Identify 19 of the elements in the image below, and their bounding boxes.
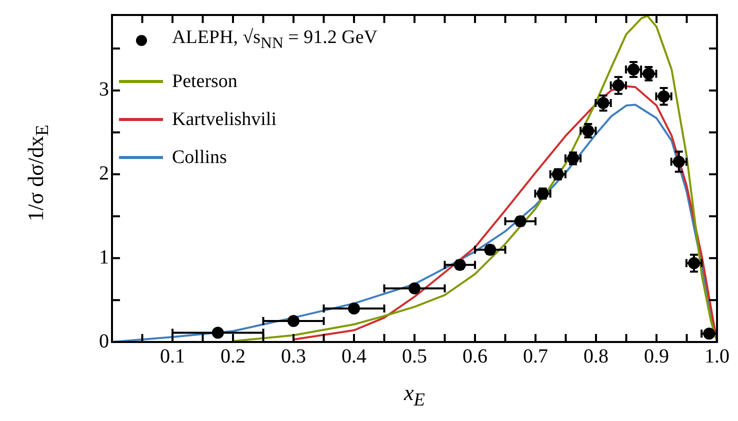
- y-tick-label: 0: [99, 330, 109, 352]
- x-tick-label: 0.3: [281, 345, 306, 368]
- legend-label: Kartvelishvili: [172, 108, 276, 132]
- y-tick-label: 2: [99, 162, 109, 185]
- legend-label: Peterson: [172, 70, 238, 94]
- x-tick-label: 0.9: [644, 345, 669, 368]
- y-tick-label: 3: [99, 78, 109, 101]
- x-tick-label: 0.7: [523, 345, 548, 368]
- x-tick-label: 0.1: [160, 345, 185, 368]
- y-tick-label: 1: [99, 246, 109, 268]
- x-tick-label: 0.8: [584, 345, 608, 368]
- x-axis-title: x$_{E}$: [402, 380, 426, 410]
- x-tick-label: 1.0: [704, 345, 730, 368]
- legend-label: Collins: [172, 146, 227, 170]
- legend-label: ALEPH, √s$_{NN}$ = 91.2 GeV: [172, 26, 378, 54]
- x-tick-label: 0.4: [342, 345, 366, 368]
- x-tick-label: 0.2: [220, 345, 246, 368]
- x-tick-label: 0.6: [462, 345, 488, 368]
- x-tick-label: 0.5: [402, 345, 427, 368]
